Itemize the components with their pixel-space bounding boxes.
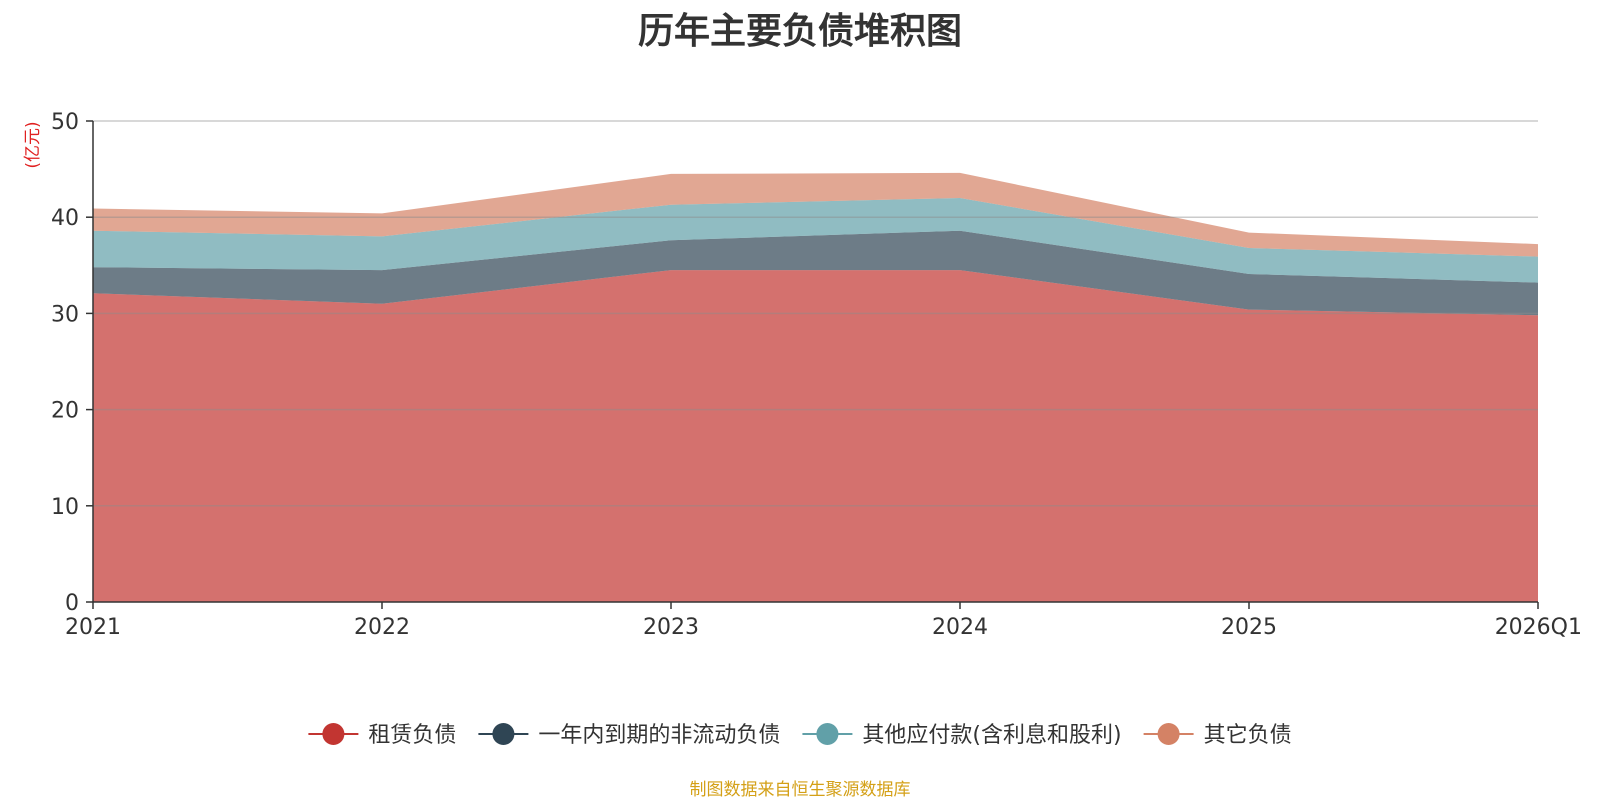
y-tick-label: 10 bbox=[51, 495, 79, 520]
legend-label: 其它负债 bbox=[1204, 723, 1292, 748]
axes: 0 10 20 30 40 50 2021 2022 2023 2024 2025 2026Q1 bbox=[51, 110, 1582, 640]
legend-label: 一年内到期的非流动负债 bbox=[538, 723, 780, 748]
legend-label: 其他应付款(含利息和股利) bbox=[862, 723, 1121, 748]
y-tick-label: 20 bbox=[51, 399, 79, 424]
x-tick-label: 2025 bbox=[1221, 615, 1277, 640]
legend[interactable]: 租赁负债 一年内到期的非流动负债 其他应付款(含利息和股利) 其它负债 bbox=[308, 723, 1292, 748]
area-series-3 bbox=[93, 172, 1538, 257]
legend-item-3[interactable]: 其它负债 bbox=[1143, 723, 1292, 748]
grid-lines bbox=[93, 120, 1538, 507]
legend-item-1[interactable]: 一年内到期的非流动负债 bbox=[478, 723, 780, 748]
legend-marker bbox=[322, 723, 345, 745]
legend-marker bbox=[816, 723, 839, 745]
x-tick-label: 2021 bbox=[65, 615, 121, 640]
x-tick-label: 2022 bbox=[354, 615, 410, 640]
legend-marker bbox=[492, 723, 515, 745]
x-tick-label: 2026Q1 bbox=[1495, 615, 1582, 640]
y-axis-unit-label: (亿元) bbox=[23, 121, 43, 168]
legend-item-2[interactable]: 其他应付款(含利息和股利) bbox=[802, 723, 1122, 748]
y-tick-label: 30 bbox=[51, 302, 79, 327]
legend-marker bbox=[1157, 723, 1180, 745]
source-note: 制图数据来自恒生聚源数据库 bbox=[689, 780, 911, 800]
y-tick-label: 50 bbox=[51, 110, 79, 135]
area-series bbox=[93, 172, 1538, 602]
chart-title: 历年主要负债堆积图 bbox=[637, 11, 962, 52]
legend-label: 租赁负债 bbox=[368, 723, 456, 748]
x-tick-label: 2023 bbox=[643, 615, 699, 640]
area-series-2 bbox=[93, 198, 1538, 283]
legend-item-0[interactable]: 租赁负债 bbox=[308, 723, 456, 748]
area-series-1 bbox=[93, 230, 1538, 316]
y-tick-label: 0 bbox=[65, 591, 79, 616]
y-tick-label: 40 bbox=[51, 206, 79, 231]
area-series-0 bbox=[93, 270, 1538, 602]
x-tick-label: 2024 bbox=[932, 615, 988, 640]
